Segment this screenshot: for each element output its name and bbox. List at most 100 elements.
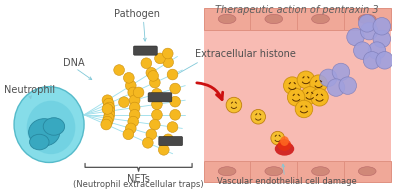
Circle shape	[167, 122, 178, 132]
Circle shape	[128, 87, 138, 98]
Circle shape	[170, 96, 180, 107]
Circle shape	[310, 75, 327, 92]
Ellipse shape	[358, 14, 376, 24]
Circle shape	[301, 87, 318, 104]
FancyBboxPatch shape	[148, 93, 172, 102]
Circle shape	[133, 87, 144, 98]
Circle shape	[226, 97, 242, 113]
Circle shape	[104, 106, 115, 116]
Circle shape	[358, 15, 376, 32]
Circle shape	[297, 71, 315, 89]
Circle shape	[152, 109, 162, 120]
Circle shape	[311, 89, 328, 106]
Circle shape	[129, 102, 140, 113]
Bar	[204, 161, 250, 182]
Circle shape	[146, 67, 157, 78]
Ellipse shape	[265, 14, 283, 24]
Circle shape	[163, 57, 174, 68]
Bar	[204, 30, 390, 161]
FancyBboxPatch shape	[159, 136, 182, 146]
Circle shape	[347, 28, 364, 46]
Ellipse shape	[30, 134, 49, 150]
Text: Pathogen: Pathogen	[114, 9, 160, 19]
Circle shape	[167, 69, 178, 80]
Circle shape	[158, 144, 169, 155]
Circle shape	[320, 69, 337, 87]
Ellipse shape	[278, 139, 291, 151]
Text: Therapeutic action of pentraxin 3: Therapeutic action of pentraxin 3	[215, 5, 379, 15]
Circle shape	[102, 104, 113, 114]
Circle shape	[163, 134, 174, 145]
Text: DNA: DNA	[63, 58, 84, 68]
Circle shape	[126, 80, 136, 91]
Circle shape	[155, 53, 165, 64]
Circle shape	[119, 97, 129, 108]
Circle shape	[103, 113, 114, 124]
Circle shape	[152, 88, 162, 99]
Circle shape	[142, 138, 153, 148]
Circle shape	[284, 77, 301, 94]
Bar	[297, 161, 344, 182]
Circle shape	[126, 123, 136, 134]
Circle shape	[271, 131, 284, 145]
Circle shape	[146, 129, 157, 140]
Circle shape	[152, 99, 162, 110]
Bar	[297, 8, 344, 30]
Circle shape	[251, 109, 266, 124]
Ellipse shape	[14, 87, 84, 162]
Circle shape	[123, 129, 134, 140]
Circle shape	[360, 22, 378, 40]
Circle shape	[354, 42, 371, 59]
Ellipse shape	[358, 167, 376, 176]
Text: (Neutrophil extracellular traps): (Neutrophil extracellular traps)	[73, 180, 204, 189]
Circle shape	[150, 119, 160, 130]
FancyBboxPatch shape	[134, 46, 157, 55]
Ellipse shape	[275, 142, 294, 156]
Circle shape	[101, 119, 112, 130]
Circle shape	[129, 95, 140, 106]
Ellipse shape	[29, 119, 60, 146]
Bar	[250, 161, 297, 182]
Ellipse shape	[312, 167, 329, 176]
Circle shape	[102, 95, 113, 106]
Text: Neutrophil: Neutrophil	[4, 85, 56, 94]
Circle shape	[102, 116, 113, 127]
Ellipse shape	[218, 14, 236, 24]
Circle shape	[129, 109, 140, 120]
Ellipse shape	[27, 101, 75, 154]
Text: Extracellular histone: Extracellular histone	[195, 49, 296, 59]
Circle shape	[170, 109, 180, 120]
Bar	[250, 8, 297, 30]
Ellipse shape	[312, 14, 329, 24]
Ellipse shape	[280, 136, 289, 146]
Circle shape	[162, 48, 173, 59]
Circle shape	[141, 58, 152, 69]
Bar	[344, 8, 390, 30]
Circle shape	[327, 79, 345, 96]
Circle shape	[124, 72, 134, 83]
Circle shape	[288, 89, 305, 106]
Circle shape	[332, 63, 350, 81]
Circle shape	[373, 30, 390, 48]
Ellipse shape	[265, 167, 283, 176]
Circle shape	[150, 77, 160, 88]
Ellipse shape	[218, 167, 236, 176]
Ellipse shape	[43, 118, 65, 135]
Bar	[344, 161, 390, 182]
Circle shape	[376, 51, 394, 69]
Bar	[204, 8, 250, 30]
Circle shape	[128, 116, 138, 127]
Circle shape	[295, 100, 313, 118]
Circle shape	[148, 70, 158, 81]
Text: Vascular endothelial cell damage: Vascular endothelial cell damage	[216, 177, 356, 186]
Circle shape	[339, 77, 356, 94]
Bar	[204, 30, 390, 161]
Text: NETs: NETs	[127, 174, 150, 184]
Circle shape	[114, 65, 124, 75]
Circle shape	[104, 102, 115, 113]
Circle shape	[373, 17, 390, 35]
Circle shape	[363, 51, 381, 69]
Circle shape	[368, 42, 386, 59]
Circle shape	[104, 109, 115, 120]
Circle shape	[103, 98, 114, 109]
